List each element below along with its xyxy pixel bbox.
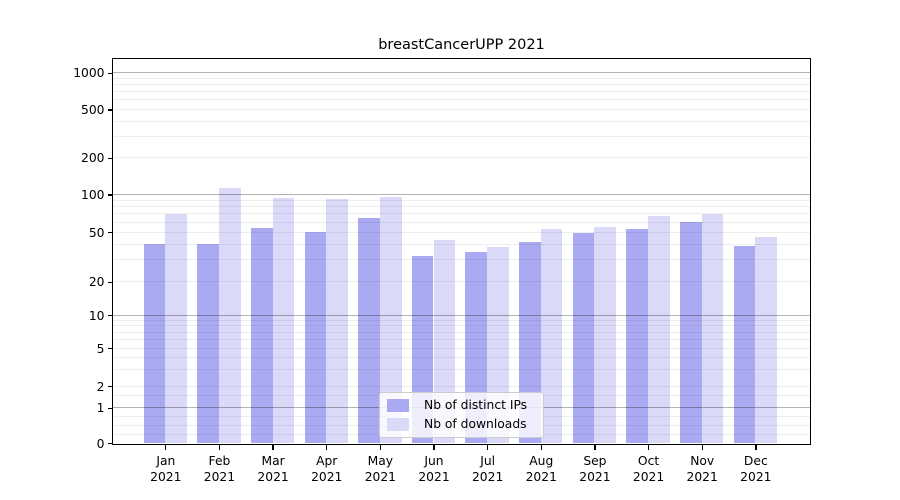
y-tick-label-0: 0 <box>96 436 105 451</box>
legend-label-downloads: Nb of downloads <box>424 417 527 431</box>
y-tick-mark-5 <box>107 347 112 350</box>
x-tick-mark-jun <box>433 445 435 450</box>
y-tick-mark-50 <box>107 232 112 234</box>
bar-distinct-ips-sep <box>572 233 595 443</box>
x-tick-mark-jul <box>486 445 489 450</box>
x-tick-mark-aug <box>540 445 542 450</box>
bar-downloads-mar <box>272 197 295 443</box>
y-tick-mark-100 <box>107 194 112 196</box>
y-tick-label-100: 100 <box>81 188 105 202</box>
y-tick-mark-0 <box>107 442 112 445</box>
bar-distinct-ips-jan <box>143 244 166 443</box>
x-tick-mark-may <box>379 445 382 450</box>
x-tick-label-oct: Oct 2021 <box>632 453 665 484</box>
bar-downloads-nov <box>701 213 724 443</box>
y-tick-mark-20 <box>107 281 112 283</box>
x-tick-label-jul: Jul 2021 <box>471 453 504 484</box>
y-tick-label-1: 1 <box>96 401 105 416</box>
x-tick-label-apr: Apr 2021 <box>311 453 343 484</box>
legend: Nb of distinct IPs Nb of downloads <box>379 391 544 438</box>
x-tick-mark-dec <box>755 445 757 450</box>
bar-distinct-ips-oct <box>626 229 649 443</box>
bar-downloads-dec <box>755 236 778 443</box>
bar-downloads-oct <box>648 216 670 443</box>
bar-downloads-feb <box>218 188 241 443</box>
x-tick-mark-oct <box>647 445 650 450</box>
y-tick-label-50: 50 <box>88 225 105 240</box>
x-tick-mark-sep <box>594 445 596 450</box>
x-tick-mark-nov <box>701 445 703 450</box>
bar-distinct-ips-dec <box>733 245 756 443</box>
bar-distinct-ips-mar <box>250 228 273 443</box>
x-tick-mark-jan <box>165 445 167 450</box>
chart-title: breastCancerUPP 2021 <box>378 37 545 53</box>
x-tick-mark-apr <box>326 445 328 450</box>
bar-distinct-ips-may <box>358 217 380 443</box>
bar-distinct-ips-apr <box>304 232 327 443</box>
x-tick-label-aug: Aug 2021 <box>525 453 557 484</box>
y-tick-mark-10 <box>107 315 112 317</box>
x-tick-label-nov: Nov 2021 <box>686 453 718 484</box>
legend-row-distinct-ips: Nb of distinct IPs <box>380 397 543 414</box>
bars-layer <box>113 59 810 445</box>
bar-downloads-sep <box>594 227 617 443</box>
y-tick-label-500: 500 <box>81 103 105 117</box>
bar-downloads-may <box>379 196 402 443</box>
bar-downloads-jan <box>165 213 187 443</box>
y-tick-label-5: 5 <box>96 341 105 356</box>
x-tick-label-jun: Jun 2021 <box>418 453 450 484</box>
bar-distinct-ips-nov <box>680 222 702 443</box>
x-tick-label-dec: Dec 2021 <box>740 453 772 484</box>
y-tick-label-200: 200 <box>81 151 105 166</box>
legend-row-downloads: Nb of downloads <box>380 416 543 433</box>
x-tick-label-mar: Mar 2021 <box>257 453 289 484</box>
x-tick-mark-mar <box>272 445 274 450</box>
y-tick-mark-200 <box>107 157 112 159</box>
y-tick-mark-1 <box>107 407 112 409</box>
plot-area <box>112 57 811 445</box>
bar-distinct-ips-feb <box>197 244 219 443</box>
x-tick-label-sep: Sep 2021 <box>579 453 611 484</box>
legend-label-distinct-ips: Nb of distinct IPs <box>424 398 528 412</box>
bar-downloads-apr <box>326 199 348 443</box>
y-tick-label-1000: 1000 <box>73 66 105 81</box>
y-tick-mark-1000 <box>107 72 112 74</box>
x-tick-mark-feb <box>218 445 221 450</box>
x-tick-label-may: May 2021 <box>364 453 396 484</box>
x-tick-label-feb: Feb 2021 <box>203 453 236 484</box>
y-tick-mark-500 <box>107 109 112 111</box>
y-tick-label-20: 20 <box>88 275 105 290</box>
bar-downloads-aug <box>540 229 563 443</box>
distinct-ips-swatch-icon <box>387 398 409 412</box>
y-tick-label-10: 10 <box>88 308 105 323</box>
x-tick-label-jan: Jan 2021 <box>150 453 182 484</box>
downloads-swatch-icon <box>387 417 409 431</box>
y-tick-label-2: 2 <box>96 379 105 394</box>
y-tick-mark-2 <box>107 386 112 388</box>
